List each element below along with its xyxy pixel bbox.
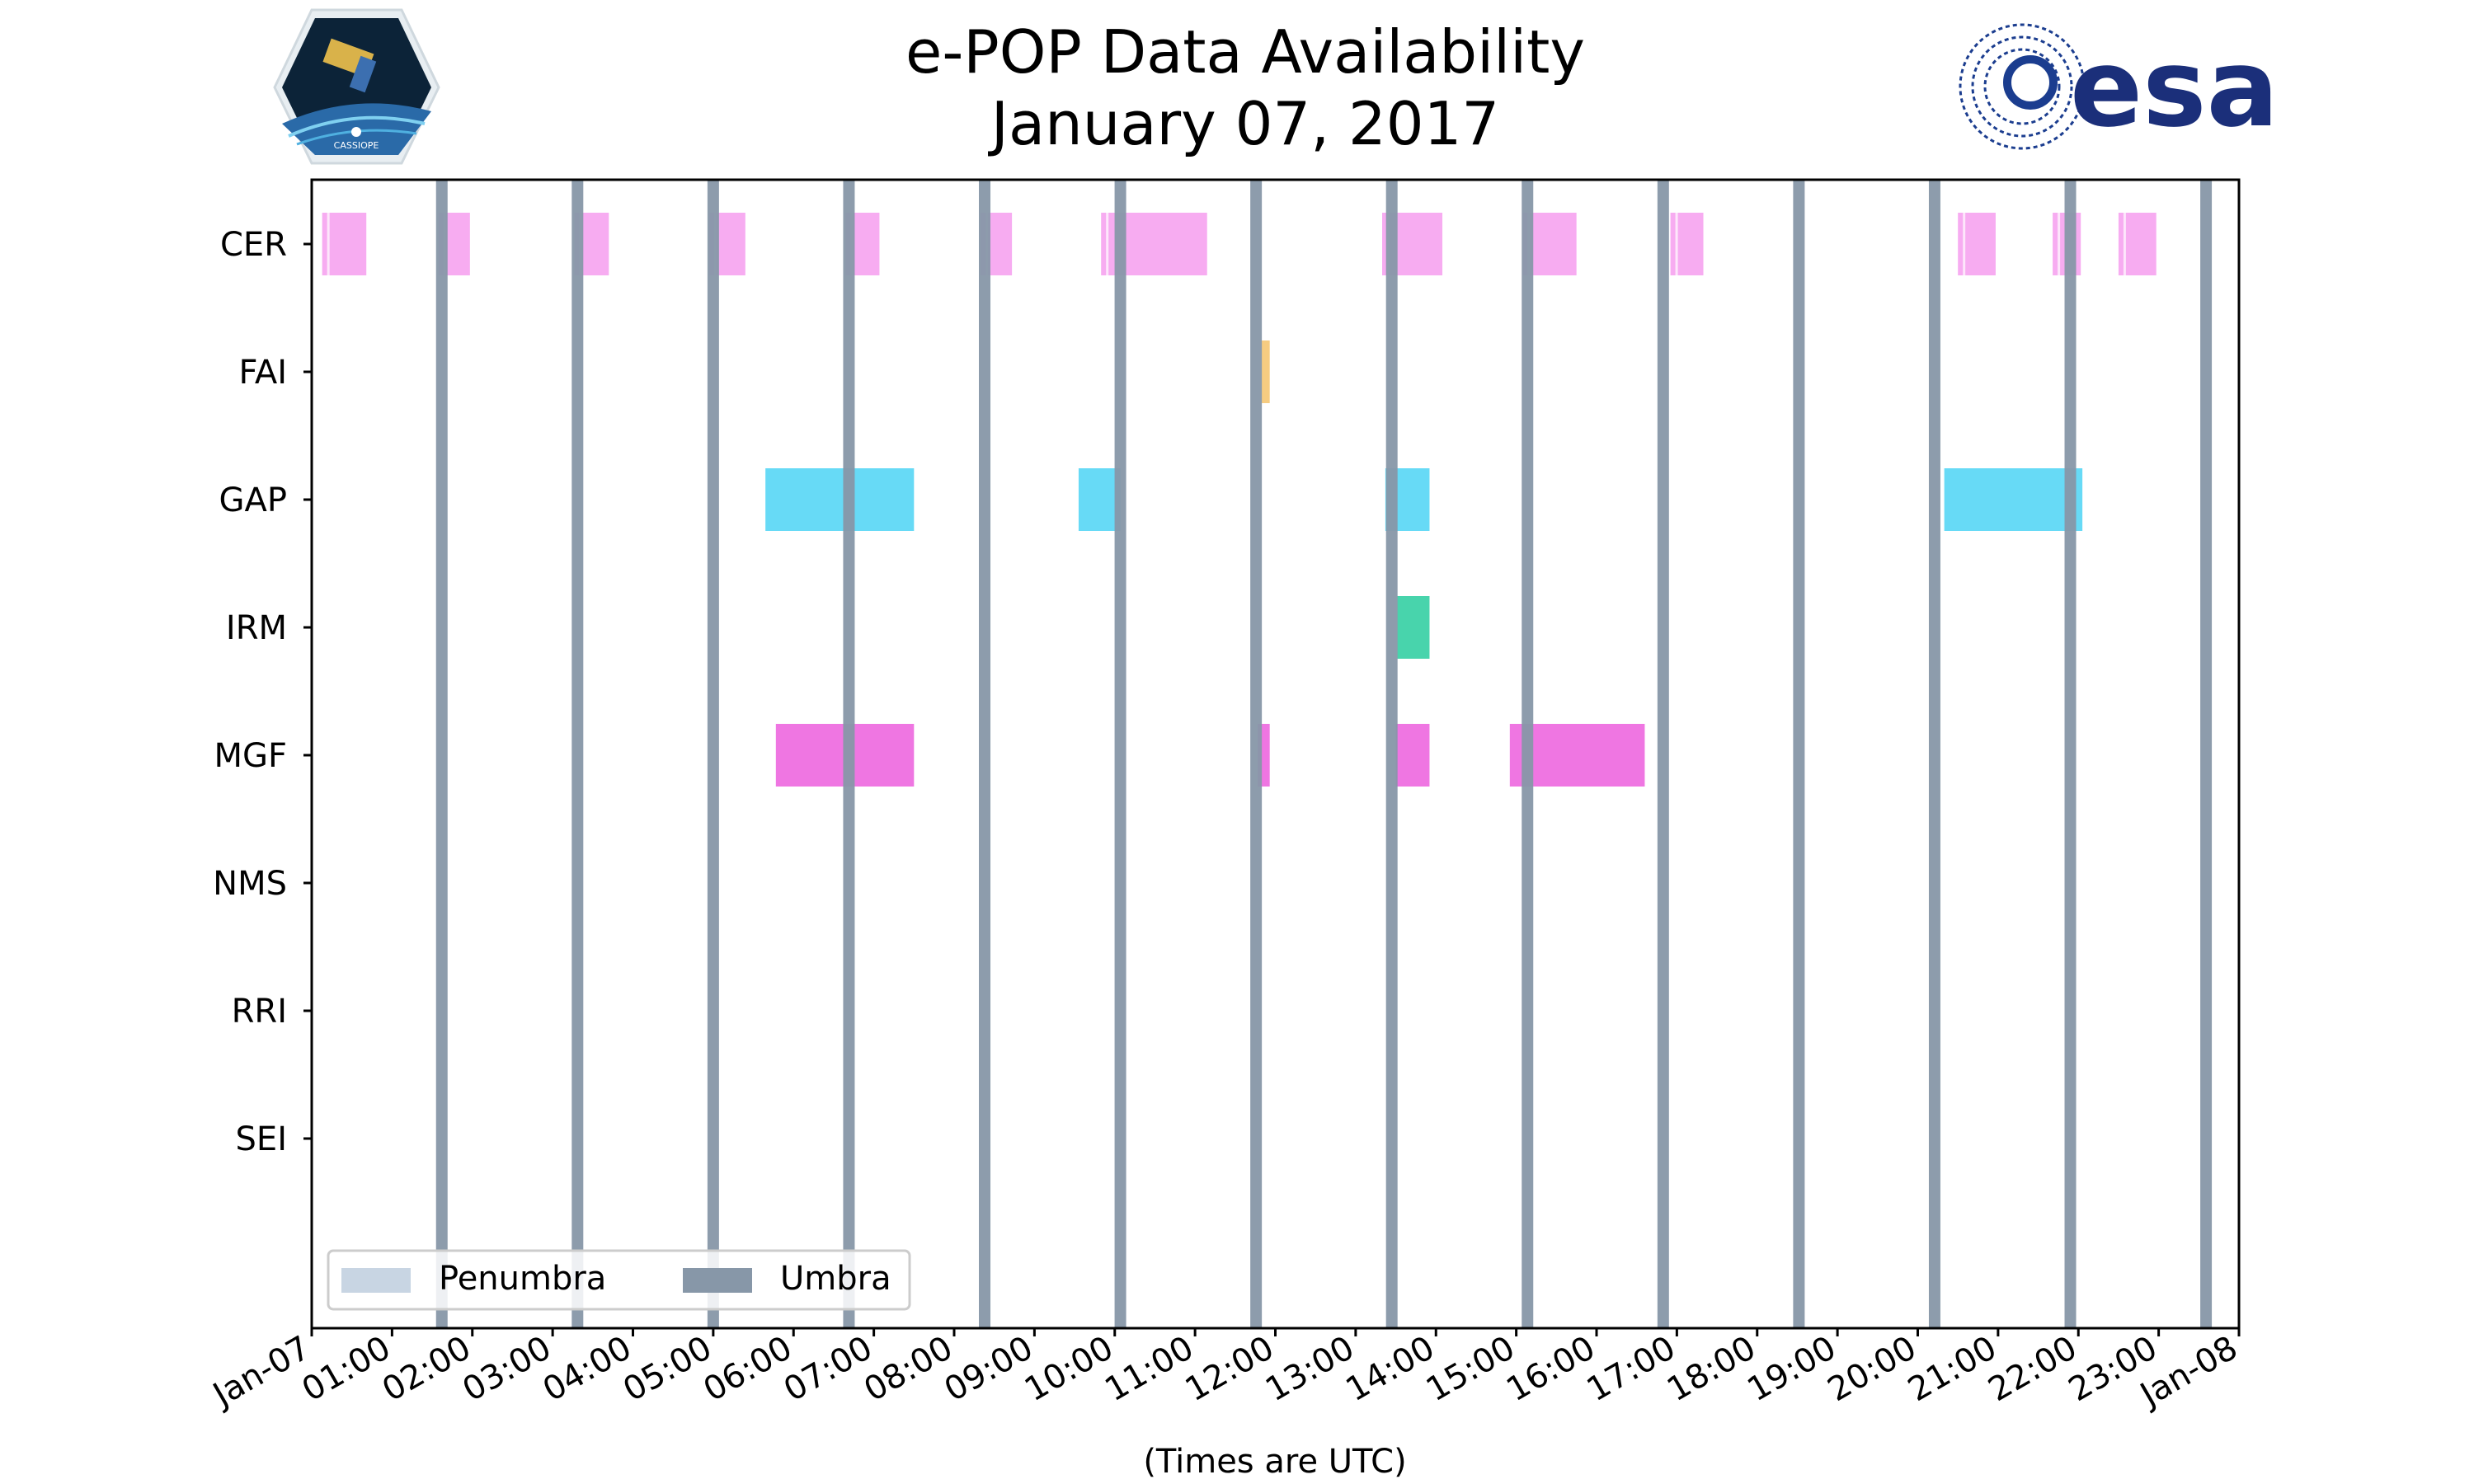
legend-swatch-penumbra — [341, 1268, 411, 1293]
x-tick-label-8: 08:00 — [858, 1329, 959, 1409]
x-tick-label-9: 09:00 — [938, 1329, 1040, 1409]
x-tick-label-1: 01:00 — [296, 1329, 397, 1409]
bar-cer-9-gap — [1675, 213, 1678, 275]
umbra-band-8 — [1522, 180, 1534, 1328]
x-tick-label-14: 14:00 — [1339, 1329, 1441, 1409]
umbra-band-11 — [1928, 180, 1940, 1328]
umbra-band-2 — [707, 180, 719, 1328]
y-tick-label-nms: NMS — [213, 865, 287, 903]
x-tick-label-15: 15:00 — [1420, 1329, 1522, 1409]
x-tick-label-13: 13:00 — [1259, 1329, 1361, 1409]
legend-box — [327, 1249, 911, 1311]
legend-swatch-umbra — [683, 1268, 752, 1293]
x-tick-label-22: 22:00 — [1982, 1329, 2083, 1409]
legend-label-umbra: Umbra — [780, 1260, 891, 1298]
umbra-band-9 — [1657, 180, 1669, 1328]
umbra-band-3 — [843, 180, 855, 1328]
x-axis-label: (Times are UTC) — [1143, 1443, 1406, 1481]
bar-mgf-2 — [1395, 724, 1430, 787]
x-tick-label-11: 11:00 — [1098, 1329, 1200, 1409]
x-tick-label-21: 21:00 — [1902, 1329, 2003, 1409]
legend-label-penumbra: Penumbra — [439, 1260, 606, 1298]
bar-irm-0 — [1397, 596, 1430, 659]
bar-gap-1 — [1078, 468, 1121, 531]
umbra-band-5 — [1114, 180, 1126, 1328]
x-tick-label-17: 17:00 — [1581, 1329, 1682, 1409]
legend: Penumbra Umbra — [327, 1249, 911, 1311]
x-tick-label-18: 18:00 — [1661, 1329, 1762, 1409]
umbra-band-13 — [2200, 180, 2213, 1328]
y-tick-label-fai: FAI — [239, 354, 288, 392]
bar-cer-9 — [1670, 213, 1704, 275]
esa-logo: esa — [1959, 23, 2279, 151]
umbra-band-4 — [979, 180, 991, 1328]
bar-gap-3 — [1944, 468, 2083, 531]
y-tick-label-gap: GAP — [219, 481, 287, 519]
x-tick-label-5: 05:00 — [617, 1329, 718, 1409]
bar-gap-0 — [765, 468, 915, 531]
bar-cer-6-gap — [1106, 213, 1109, 275]
bar-cer-10-gap — [1963, 213, 1966, 275]
esa-logo-text: esa — [2070, 26, 2279, 151]
umbra-band-10 — [1793, 180, 1805, 1328]
bar-cer-11-gap — [2058, 213, 2061, 275]
umbra-band-0 — [435, 180, 448, 1328]
plot-area — [312, 180, 2239, 1328]
y-tick-label-irm: IRM — [226, 609, 287, 647]
x-tick-label-20: 20:00 — [1822, 1329, 1923, 1409]
x-tick-label-2: 02:00 — [376, 1329, 477, 1409]
x-tick-label-19: 19:00 — [1741, 1329, 1842, 1409]
umbra-band-1 — [571, 180, 584, 1328]
cassiope-logo: CASSIOPE — [273, 8, 440, 165]
y-tick-label-sei: SEI — [236, 1120, 287, 1158]
x-tick-label-3: 03:00 — [456, 1329, 557, 1409]
umbra-band-12 — [2064, 180, 2077, 1328]
bar-fai-0 — [1261, 340, 1270, 403]
x-tick-label-12: 12:00 — [1179, 1329, 1281, 1409]
umbra-band-7 — [1385, 180, 1398, 1328]
bar-cer-12-gap — [2123, 213, 2126, 275]
chart-title: e-POP Data Availability — [905, 17, 1585, 87]
bar-cer-0-gap — [327, 213, 330, 275]
x-tick-label-0: Jan-07 — [205, 1329, 317, 1416]
x-tick-label-6: 06:00 — [697, 1329, 798, 1409]
x-tick-label-7: 07:00 — [778, 1329, 879, 1409]
y-tick-label-mgf: MGF — [214, 737, 287, 775]
y-tick-label-rri: RRI — [232, 993, 287, 1031]
x-tick-label-4: 04:00 — [537, 1329, 638, 1409]
x-tick-label-16: 16:00 — [1500, 1329, 1602, 1409]
y-tick-label-cer: CER — [220, 226, 287, 264]
cassiope-logo-text: CASSIOPE — [334, 140, 379, 151]
x-tick-label-10: 10:00 — [1018, 1329, 1120, 1409]
chart-subtitle: January 07, 2017 — [988, 89, 1499, 158]
umbra-band-6 — [1250, 180, 1263, 1328]
